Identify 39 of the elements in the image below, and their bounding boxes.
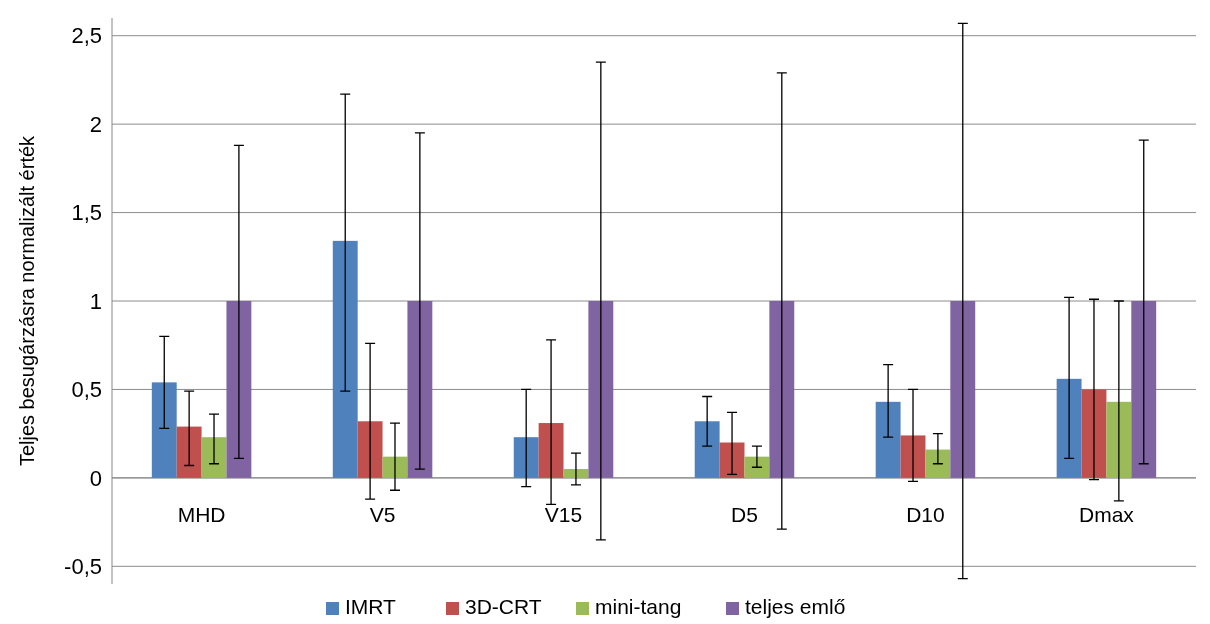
bar xyxy=(513,437,539,478)
bar xyxy=(226,301,252,478)
x-tick-label: D10 xyxy=(906,502,945,526)
y-tick-label: 1 xyxy=(89,288,102,314)
bar xyxy=(875,401,901,478)
bar xyxy=(744,456,770,478)
x-tick-label: Dmax xyxy=(1079,502,1135,526)
bar xyxy=(694,421,720,478)
bar xyxy=(588,301,614,478)
x-tick-label: V15 xyxy=(544,502,583,526)
y-tick-label: 0 xyxy=(89,465,102,491)
bar xyxy=(563,469,589,478)
bar xyxy=(538,423,564,478)
legend-label: mini-tang xyxy=(595,595,682,618)
y-tick-label: -0,5 xyxy=(64,554,102,580)
y-tick-label: 2,5 xyxy=(71,23,102,49)
bar xyxy=(357,421,383,478)
legend-label: teljes emlő xyxy=(745,595,846,618)
bar xyxy=(407,301,433,478)
bar xyxy=(1131,301,1157,478)
bar xyxy=(925,449,951,478)
bar xyxy=(1106,401,1132,478)
y-tick-label: 0,5 xyxy=(71,377,102,403)
x-tick-label: V5 xyxy=(369,502,396,526)
bar xyxy=(900,435,926,478)
bar xyxy=(201,437,227,478)
x-tick-label: D5 xyxy=(731,502,758,526)
y-tick-label: 1,5 xyxy=(71,200,102,226)
y-tick-label: 2 xyxy=(89,111,102,137)
y-axis-title: Teljes besugárzásra normalizált érték xyxy=(16,134,38,467)
bar xyxy=(769,301,795,478)
legend-label: 3D-CRT xyxy=(465,595,542,618)
bar xyxy=(151,382,177,478)
legend-label: IMRT xyxy=(345,595,397,618)
bar xyxy=(1056,378,1082,478)
bar xyxy=(332,240,358,478)
bar xyxy=(176,426,202,478)
x-tick-label: MHD xyxy=(177,502,226,526)
bar xyxy=(950,301,976,478)
